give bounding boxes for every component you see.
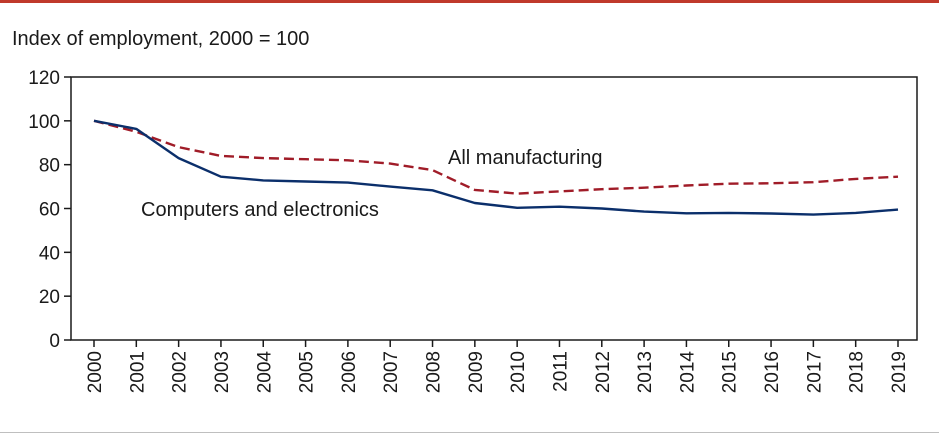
x-tick-label: 2012 [593,351,614,393]
top-accent-rule [0,0,939,3]
y-axis: 0 20 40 60 80 100 120 [28,68,71,352]
x-tick-label: 2014 [677,351,698,394]
chart-title: Index of employment, 2000 = 100 [12,28,310,50]
series-line-computers-and-electronics [93,119,899,216]
x-tick-label: 2000 [85,351,106,393]
x-tick-label: 2002 [170,351,191,393]
x-tick-label: 2015 [720,351,741,393]
x-tick-label: 2016 [762,351,783,393]
y-tick-label: 20 [39,287,60,308]
x-tick-label: 2019 [889,351,910,393]
y-tick-label: 120 [28,68,60,89]
y-tick-label: 40 [39,243,60,264]
x-tick-label: 2003 [212,351,233,393]
y-tick-label: 100 [28,112,60,133]
series-layer [93,119,899,216]
x-tick-label: 2009 [466,351,487,393]
x-axis: 2000 2001 2002 2003 2004 2005 2006 2007 2008 2009… [85,340,910,393]
x-tick-label: 2006 [339,351,360,393]
series-line-all-manufacturing [93,119,899,195]
series-label-all-manufacturing: All manufacturing [448,147,603,169]
x-tick-label: 2018 [847,351,868,393]
series-label-computers-and-electronics: Computers and electronics [141,199,379,221]
bottom-rule [0,432,939,433]
x-tick-label: 2007 [381,351,402,393]
y-tick-label: 80 [39,156,60,177]
x-tick-label: 2005 [297,351,318,393]
x-tick-label: 2013 [635,351,656,393]
y-tick-label: 0 [49,331,60,352]
x-tick-label: 2011 [550,351,571,392]
x-tick-label: 2017 [804,351,825,393]
x-tick-label: 2004 [254,351,275,394]
x-tick-label: 2010 [508,351,529,393]
y-tick-label: 60 [39,200,60,221]
x-tick-label: 2001 [127,351,148,393]
x-tick-label: 2008 [424,351,445,393]
